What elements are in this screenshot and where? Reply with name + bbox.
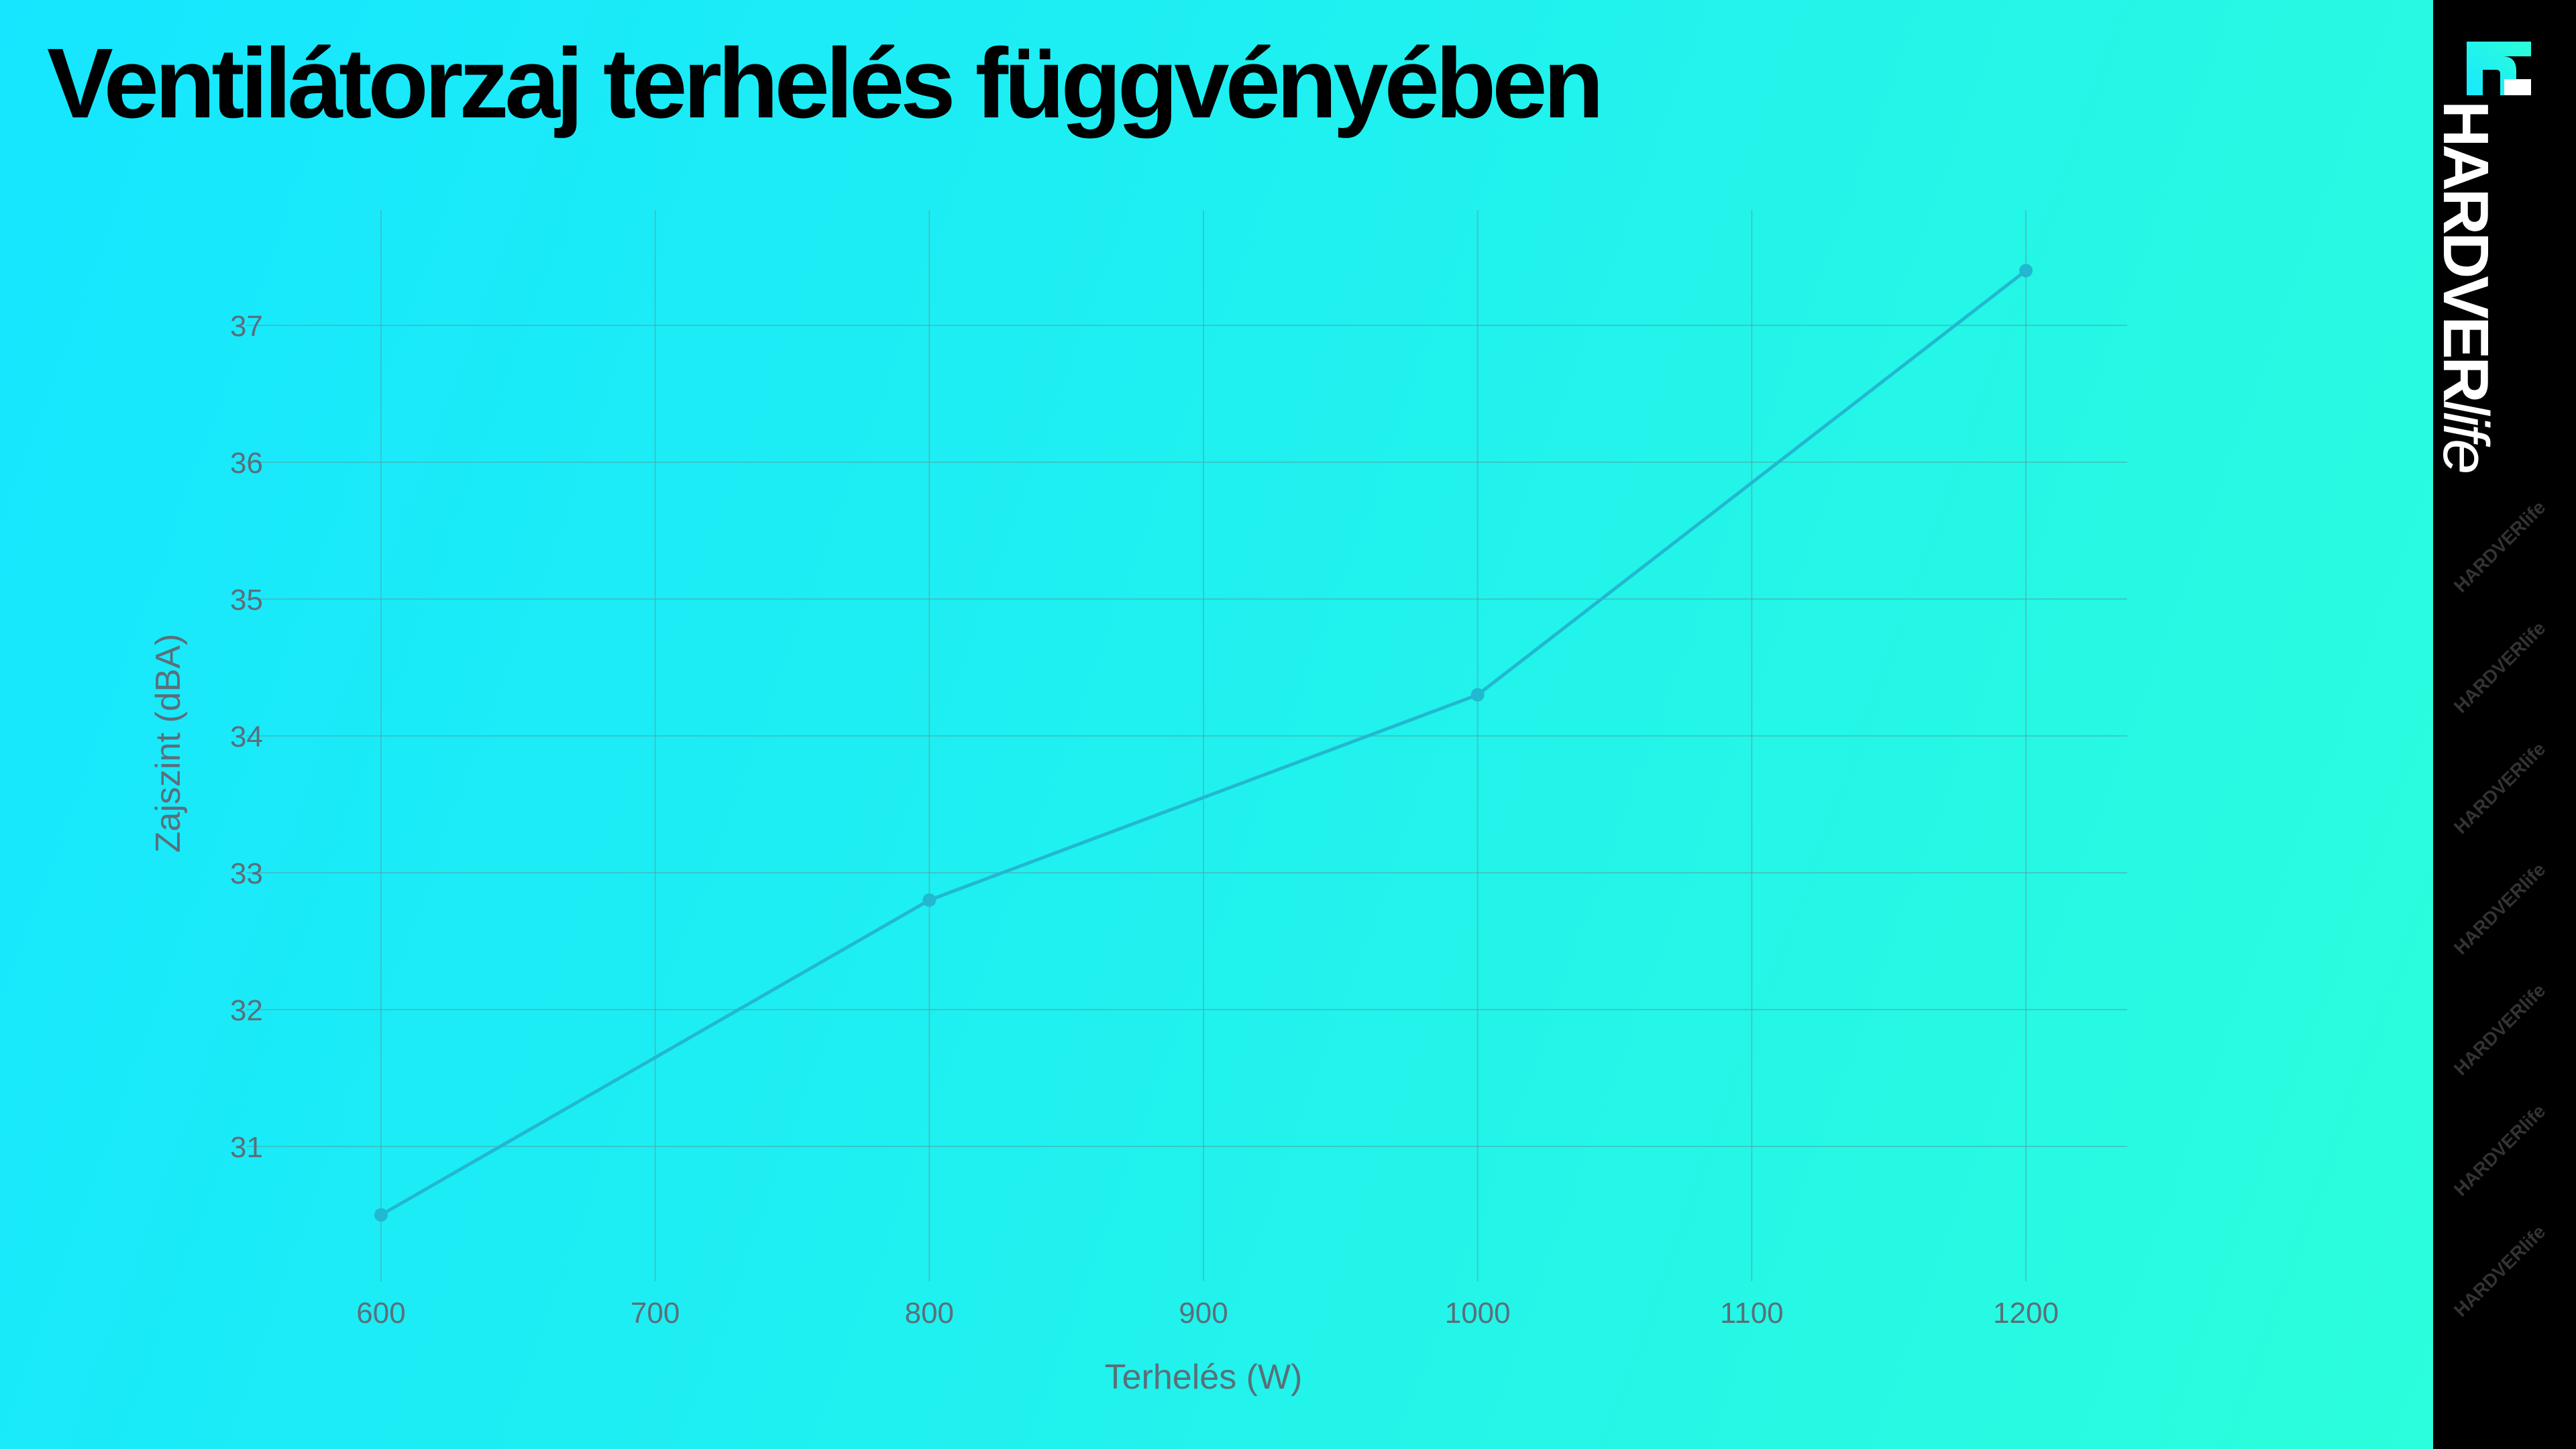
x-tick-label: 1200 (1993, 1297, 2059, 1330)
brand-sidebar: HARDVERlife HARDVERlife HARDVERlife HARDVER… (2433, 0, 2576, 1449)
x-tick-label: 700 (631, 1297, 680, 1330)
y-tick-label: 37 (230, 310, 263, 343)
x-axis-label: Terhelés (W) (1105, 1358, 1303, 1397)
y-tick-labels: 31 32 33 34 35 36 37 (230, 310, 263, 1164)
y-tick-label: 34 (230, 720, 263, 753)
logo-text: HARDVERlife (2433, 101, 2502, 472)
chart-title: Ventilátorzaj terhelés függvényében (47, 28, 1604, 139)
y-axis-label: Zajszint (dBA) (149, 634, 188, 853)
x-tick-label: 600 (356, 1297, 405, 1330)
series-line (380, 269, 2027, 1217)
y-tick-label: 36 (230, 447, 263, 480)
watermark: HARDVERlife (2449, 1221, 2550, 1321)
x-tick-label: 1100 (1720, 1297, 1784, 1330)
watermark: HARDVERlife (2449, 859, 2550, 959)
y-tick-label: 31 (230, 1131, 263, 1164)
data-point (374, 1208, 388, 1222)
data-point (922, 893, 936, 907)
watermark: HARDVERlife (2449, 979, 2550, 1079)
x-tick-label: 900 (1179, 1297, 1228, 1330)
y-tick-label: 35 (230, 584, 263, 616)
y-tick-label: 32 (230, 994, 263, 1027)
x-tick-labels: 600 700 800 900 1000 1100 1200 (356, 1297, 2059, 1330)
data-points (374, 264, 2033, 1222)
logo-mark-icon (2467, 42, 2531, 95)
watermark: HARDVERlife (2449, 617, 2550, 717)
logo-bold: HARDVER (2433, 101, 2502, 400)
x-tick-label: 1000 (1445, 1297, 1511, 1330)
logo-light: life (2433, 400, 2502, 472)
y-tick-label: 33 (230, 857, 263, 890)
x-tick-label: 800 (905, 1297, 954, 1330)
data-point (2019, 264, 2033, 278)
grid (246, 210, 2127, 1281)
watermark: HARDVERlife (2449, 1100, 2550, 1200)
data-point (1470, 688, 1485, 702)
watermark: HARDVERlife (2449, 496, 2550, 596)
watermark: HARDVERlife (2449, 738, 2550, 838)
